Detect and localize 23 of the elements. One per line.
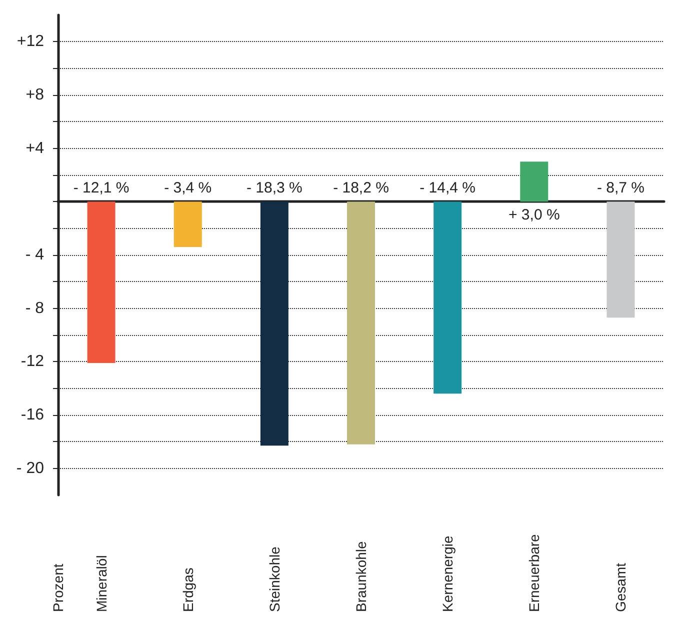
- y-tick-label: - 4: [25, 246, 44, 264]
- y-tick-label: +12: [16, 33, 44, 50]
- y-tick-label: - 8: [25, 300, 44, 317]
- y-tick-label: +4: [26, 140, 44, 157]
- x-tick-label: Braunkohle: [353, 540, 369, 612]
- data-label: - 18,2 %: [333, 180, 389, 197]
- y-tick-label: +8: [26, 86, 44, 104]
- data-label: - 3,4 %: [164, 180, 212, 197]
- data-label: - 12,1 %: [73, 180, 130, 197]
- data-label: - 8,7 %: [596, 180, 644, 197]
- y-axis-title: Prozent: [50, 564, 66, 612]
- data-label: + 3,0 %: [508, 206, 560, 224]
- y-tick-label: -12: [20, 353, 44, 370]
- data-label: - 18,3 %: [246, 180, 302, 197]
- x-tick-label: Erdgas: [180, 568, 196, 612]
- data-label: - 14,4 %: [420, 180, 476, 197]
- x-tick-label: Erneuerbare: [526, 534, 542, 612]
- x-tick-label: Gesamt: [612, 562, 629, 612]
- x-tick-label: Mineralöl: [93, 555, 110, 612]
- x-tick-label: Kernenergie: [440, 536, 456, 612]
- y-tick-label: - 20: [16, 460, 44, 477]
- y-tick-label: -16: [20, 406, 44, 424]
- x-tick-label: Steinkohle: [266, 546, 282, 612]
